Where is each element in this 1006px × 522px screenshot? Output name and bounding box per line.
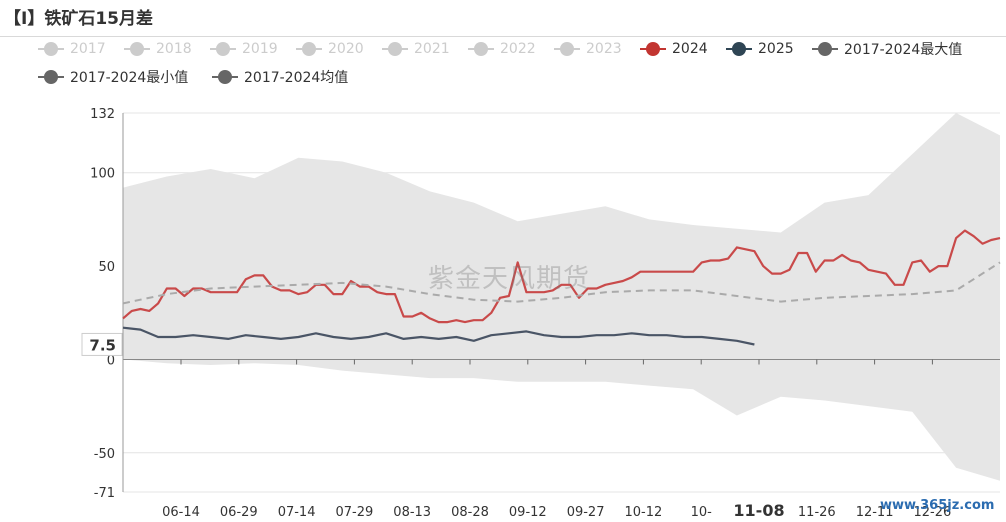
legend-symbol-icon [210, 42, 236, 56]
legend-symbol-icon [640, 42, 666, 56]
y-marker-label: 7.5 [89, 336, 116, 354]
legend-item-2019[interactable]: 2019 [210, 38, 278, 60]
y-tick-label: 50 [98, 260, 115, 275]
legend-symbol-icon [212, 70, 238, 84]
x-tick-label: 11-26 [798, 505, 836, 520]
legend-item-2025[interactable]: 2025 [726, 38, 794, 60]
max-min-band [123, 113, 1000, 481]
legend-item-2018[interactable]: 2018 [124, 38, 192, 60]
legend-item-2017[interactable]: 2017 [38, 38, 106, 60]
x-tick-label: 09-27 [567, 505, 605, 520]
legend-label: 2017-2024最小值 [70, 70, 189, 86]
legend-symbol-icon [38, 42, 64, 56]
x-tick-label: 11-08 [733, 501, 784, 520]
x-tick-label: 06-29 [220, 505, 258, 520]
legend-label: 2019 [242, 41, 278, 57]
site-badge: www.365jz.com [880, 498, 995, 513]
chart-title: 【I】铁矿石15月差 [4, 9, 153, 29]
legend-label: 2017 [70, 41, 106, 57]
x-tick-label: 12-11 [856, 505, 894, 520]
legend-label: 2023 [586, 41, 622, 57]
legend-label: 2020 [328, 41, 364, 57]
legend-item-2023[interactable]: 2023 [554, 38, 622, 60]
y-tick-label: -50 [94, 447, 115, 462]
x-tick-label: 08-28 [451, 505, 489, 520]
y-marker-box [81, 332, 123, 356]
x-tick-label: 10- [691, 505, 713, 520]
legend-symbol-icon [296, 42, 322, 56]
legend-label: 2025 [758, 41, 794, 57]
legend-symbol-icon [726, 42, 752, 56]
legend-symbol-icon [382, 42, 408, 56]
legend-item-2017-2024最小值[interactable]: 2017-2024最小值 [38, 66, 188, 88]
y-tick-label: 0 [107, 353, 115, 368]
chart-header: 【I】铁矿石15月差 [0, 0, 1006, 37]
y-tick-label: 100 [90, 167, 115, 182]
legend-item-2024[interactable]: 2024 [640, 38, 708, 60]
series-line-2025 [122, 326, 755, 346]
x-tick-label: 08-13 [393, 505, 431, 520]
legend-symbol-icon [124, 42, 150, 56]
legend-item-2017-2024最大值[interactable]: 2017-2024最大值 [812, 38, 962, 60]
x-tick-label: 10-12 [625, 505, 663, 520]
legend-symbol-icon [554, 42, 580, 56]
y-tick-label: 132 [90, 107, 115, 122]
legend-label: 2022 [500, 41, 536, 57]
series-line-2017-2024均值 [122, 261, 1001, 305]
legend-label: 2017-2024最大值 [844, 42, 963, 58]
x-tick-label: 12-26 [914, 505, 952, 520]
legend-item-2017-2024均值[interactable]: 2017-2024均值 [212, 66, 348, 88]
y-tick-label: -71 [94, 486, 115, 501]
legend-item-2022[interactable]: 2022 [468, 38, 536, 60]
x-tick-label: 07-29 [336, 505, 374, 520]
series-line-2024 [122, 229, 1001, 324]
legend-label: 2024 [672, 41, 708, 57]
legend-symbol-icon [812, 42, 838, 56]
legend-item-2021[interactable]: 2021 [382, 38, 450, 60]
legend-label: 2017-2024均值 [244, 70, 349, 86]
legend-label: 2021 [414, 41, 450, 57]
x-tick-label: 07-14 [278, 505, 316, 520]
legend-item-2020[interactable]: 2020 [296, 38, 364, 60]
legend-symbol-icon [38, 70, 64, 84]
x-tick-label: 06-14 [162, 505, 200, 520]
legend-label: 2018 [156, 41, 192, 57]
legend-symbol-icon [468, 42, 494, 56]
watermark: 紫金天风期货 [428, 264, 591, 294]
x-tick-label: 09-12 [509, 505, 547, 520]
